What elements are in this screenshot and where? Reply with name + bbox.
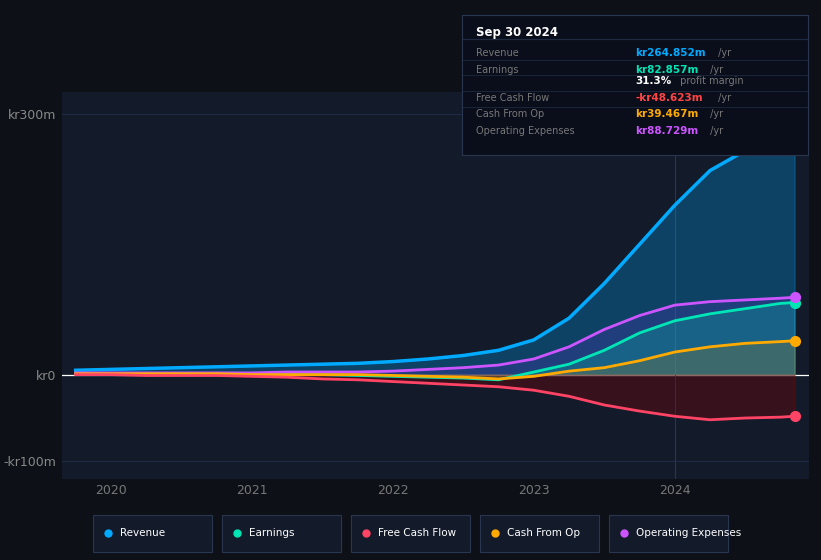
Text: /yr: /yr [707, 64, 723, 74]
Text: /yr: /yr [714, 92, 731, 102]
FancyBboxPatch shape [222, 515, 342, 552]
Text: Earnings: Earnings [476, 64, 518, 74]
Text: kr82.857m: kr82.857m [635, 64, 699, 74]
Text: Revenue: Revenue [121, 529, 165, 538]
Text: Free Cash Flow: Free Cash Flow [476, 92, 549, 102]
FancyBboxPatch shape [94, 515, 212, 552]
Text: /yr: /yr [714, 48, 731, 58]
Text: /yr: /yr [707, 126, 723, 136]
Text: profit margin: profit margin [677, 76, 743, 86]
Text: Free Cash Flow: Free Cash Flow [378, 529, 456, 538]
FancyBboxPatch shape [479, 515, 599, 552]
Text: Operating Expenses: Operating Expenses [636, 529, 741, 538]
Text: Operating Expenses: Operating Expenses [476, 126, 575, 136]
Text: kr88.729m: kr88.729m [635, 126, 698, 136]
Text: Sep 30 2024: Sep 30 2024 [476, 26, 557, 39]
Text: kr39.467m: kr39.467m [635, 109, 699, 119]
FancyBboxPatch shape [351, 515, 470, 552]
Text: Revenue: Revenue [476, 48, 519, 58]
Text: /yr: /yr [707, 109, 723, 119]
Text: Cash From Op: Cash From Op [476, 109, 544, 119]
Text: kr264.852m: kr264.852m [635, 48, 705, 58]
Text: Cash From Op: Cash From Op [507, 529, 580, 538]
Text: 31.3%: 31.3% [635, 76, 672, 86]
Text: -kr48.623m: -kr48.623m [635, 92, 703, 102]
FancyBboxPatch shape [609, 515, 728, 552]
Text: Earnings: Earnings [250, 529, 295, 538]
